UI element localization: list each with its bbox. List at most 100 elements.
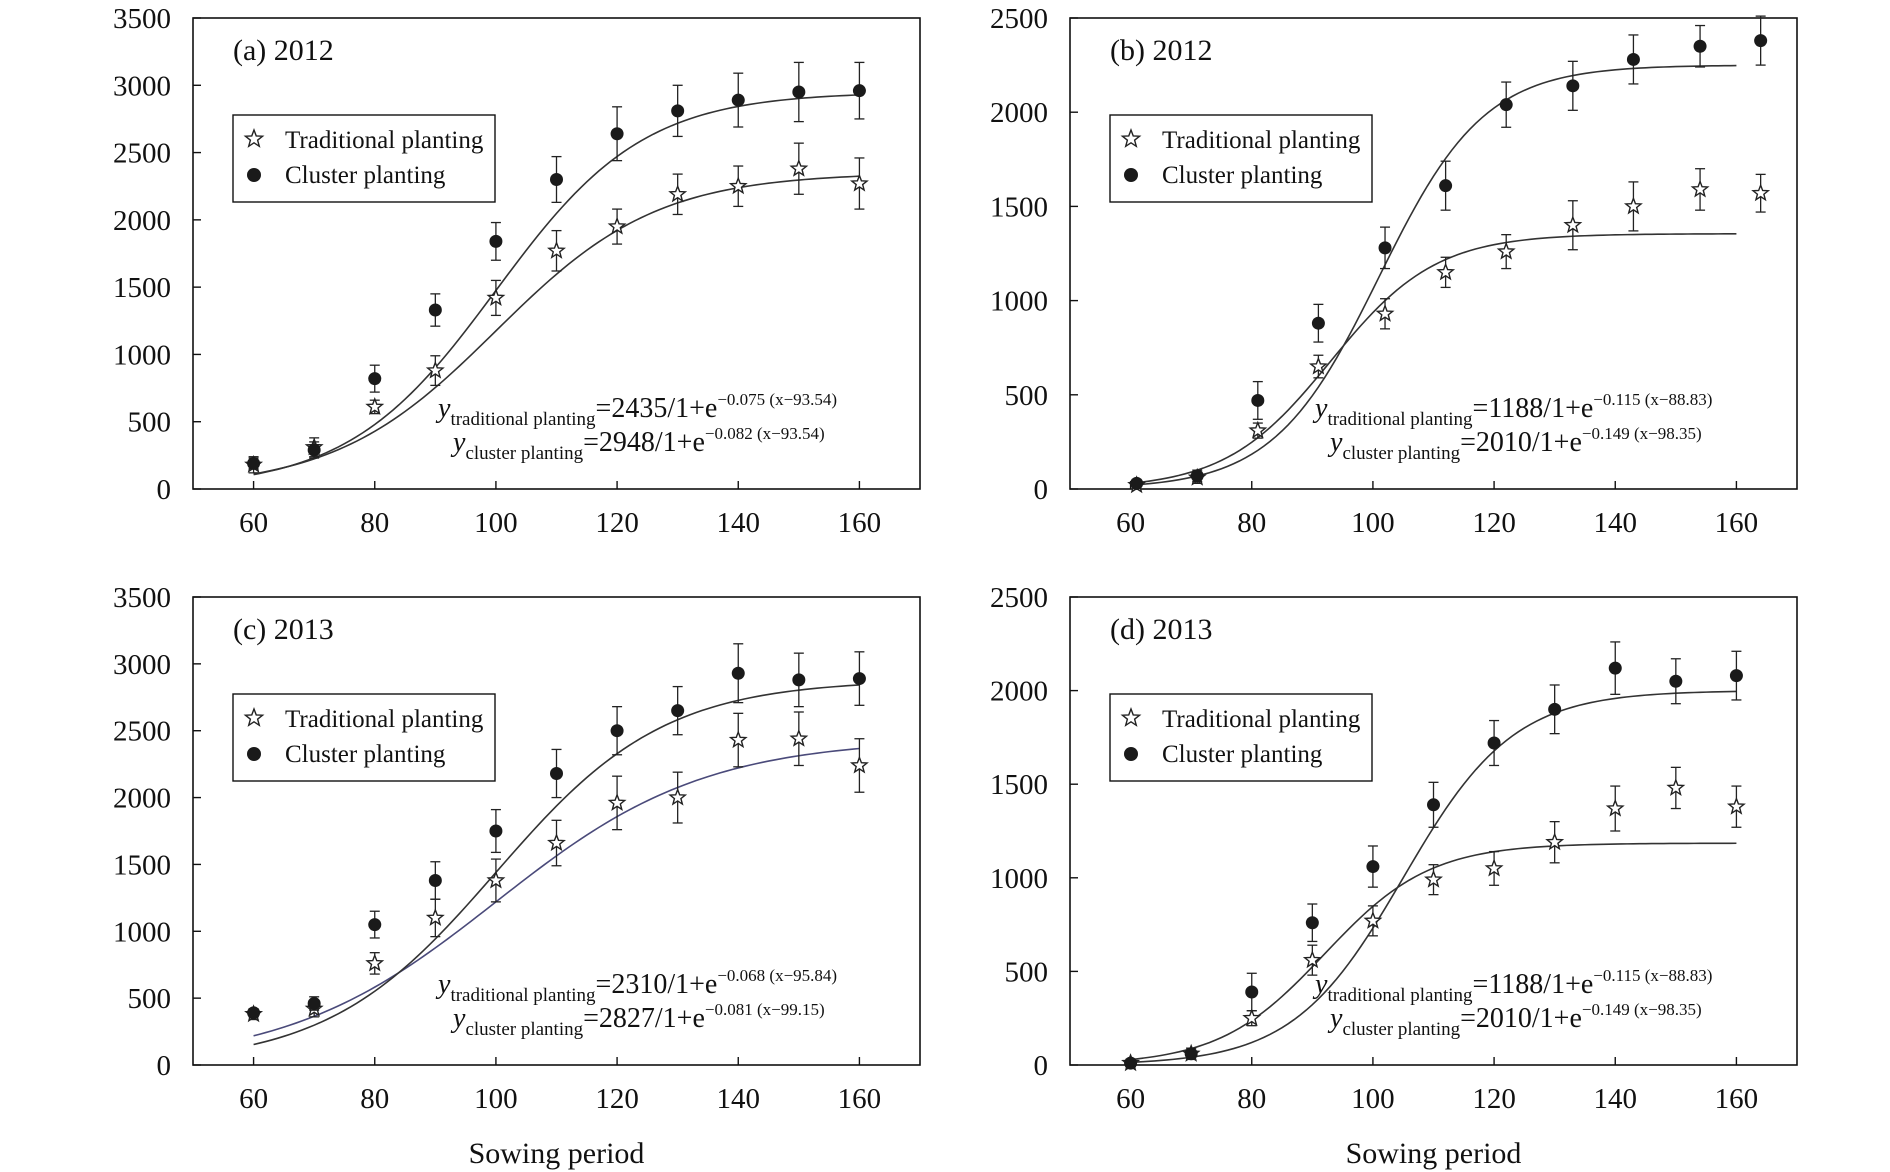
- fit-curve-cluster: [1130, 64, 1737, 487]
- y-tick-label: 1500: [113, 272, 171, 304]
- y-tick-label: 2000: [990, 676, 1048, 708]
- y-tick-label: 1500: [990, 191, 1048, 223]
- data-point-traditional: [1623, 196, 1643, 215]
- data-point-cluster: [1693, 39, 1707, 53]
- panel-b: 60 80 100 120 140 160 0 500 1000 1500 2000 2500 (b) …: [990, 3, 1798, 539]
- data-point-traditional: [728, 176, 748, 195]
- data-point-traditional: [547, 240, 566, 259]
- data-point-traditional: [365, 953, 385, 972]
- eq-body: =2948/1+e: [583, 427, 705, 458]
- x-tick-label: 120: [1472, 507, 1516, 539]
- legend-label: Cluster planting: [285, 741, 446, 768]
- eq-subscript: cluster planting: [465, 443, 583, 464]
- eq-var: y: [435, 393, 451, 424]
- legend-dot-icon: [247, 168, 261, 182]
- data-point-traditional: [1605, 798, 1625, 817]
- eq-var: y: [450, 1003, 466, 1034]
- y-tick-label: 3500: [113, 582, 171, 614]
- data-point-cluster: [1305, 916, 1319, 930]
- legend-box: [232, 693, 496, 782]
- fit-equation: ytraditional planting=2435/1+e−0.075 (x−…: [435, 390, 837, 430]
- data-point-traditional: [1424, 869, 1443, 888]
- x-tick-label: 100: [474, 507, 518, 539]
- x-tick-label: 140: [717, 1083, 761, 1115]
- y-tick-label: 2500: [113, 138, 171, 170]
- x-tick-label: 160: [1715, 507, 1759, 539]
- eq-var: y: [450, 427, 466, 458]
- panel-a: 60 80 100 120 140 160 0 500 1000 1500 2000 2500 3000…: [113, 3, 921, 539]
- y-tick-label: 2000: [990, 97, 1048, 129]
- eq-superscript: −0.068 (x−95.84): [717, 966, 837, 985]
- panel-title: (a) 2012: [233, 34, 334, 67]
- y-tick-label: 2500: [990, 582, 1048, 614]
- data-point-traditional: [1363, 910, 1383, 929]
- x-tick-label: 160: [1715, 1083, 1759, 1115]
- legend: Traditional planting Cluster planting: [232, 693, 496, 782]
- data-point-cluster: [550, 767, 563, 781]
- data-point-cluster: [671, 104, 685, 118]
- eq-var: y: [435, 969, 451, 1000]
- x-tick-label: 160: [838, 1083, 882, 1115]
- x-tick-label: 60: [1116, 1083, 1145, 1115]
- x-tick-label: 140: [1594, 507, 1638, 539]
- x-tick-label: 60: [239, 507, 268, 539]
- data-point-traditional: [789, 158, 809, 177]
- data-point-traditional: [1545, 832, 1565, 851]
- x-tick-label: 140: [1594, 1083, 1638, 1115]
- x-tick-label: 120: [1472, 1083, 1516, 1115]
- data-point-cluster: [1245, 985, 1259, 999]
- eq-superscript: −0.082 (x−93.54): [705, 424, 825, 443]
- plot-frame: [1069, 17, 1798, 490]
- data-point-cluster: [610, 724, 624, 738]
- eq-body: =2435/1+e: [596, 393, 718, 424]
- data-point-cluster: [1190, 469, 1204, 483]
- data-point-cluster: [1439, 179, 1453, 193]
- x-tick-label: 80: [360, 507, 389, 539]
- data-point-traditional: [547, 833, 566, 852]
- data-point-cluster: [1487, 736, 1501, 750]
- eq-superscript: −0.075 (x−93.54): [717, 390, 837, 409]
- fit-equation: ycluster planting=2948/1+e−0.082 (x−93.5…: [450, 424, 825, 464]
- data-point-cluster: [1184, 1047, 1198, 1061]
- legend-box: [232, 114, 496, 203]
- data-point-cluster: [368, 918, 382, 932]
- data-point-traditional: [1375, 303, 1395, 322]
- eq-subscript: cluster planting: [465, 1019, 583, 1040]
- y-tick-label: 0: [157, 474, 172, 506]
- data-point-traditional: [365, 396, 385, 415]
- y-tick-label: 0: [1034, 1050, 1049, 1082]
- data-point-cluster: [1499, 98, 1513, 112]
- eq-body: =2010/1+e: [1460, 1003, 1582, 1034]
- y-tick-label: 500: [128, 983, 172, 1015]
- data-point-cluster: [1124, 1056, 1138, 1070]
- x-tick-label: 60: [239, 1083, 268, 1115]
- legend-label: Traditional planting: [1162, 127, 1361, 154]
- x-tick-label: 100: [1351, 1083, 1395, 1115]
- eq-subscript: cluster planting: [1342, 443, 1460, 464]
- data-point-traditional: [668, 184, 688, 203]
- fit-curve-cluster: [253, 94, 860, 476]
- data-point-traditional: [1436, 262, 1456, 281]
- data-point-traditional: [1484, 858, 1504, 877]
- y-tick-label: 500: [128, 407, 172, 439]
- y-tick-label: 3500: [113, 3, 171, 35]
- eq-body: =1188/1+e: [1473, 969, 1594, 1000]
- data-point-cluster: [428, 303, 442, 317]
- data-point-cluster: [247, 1006, 261, 1020]
- eq-subscript: traditional planting: [450, 409, 596, 430]
- eq-superscript: −0.081 (x−99.15): [705, 1000, 825, 1019]
- y-tick-label: 0: [1034, 474, 1049, 506]
- fit-curve-traditional: [1130, 233, 1737, 485]
- fit-curve-traditional: [253, 175, 860, 475]
- eq-superscript: −0.149 (x−98.35): [1582, 1000, 1702, 1019]
- data-point-cluster: [1130, 476, 1144, 490]
- panel-title: (c) 2013: [233, 613, 334, 646]
- plot-frame: [1069, 596, 1798, 1066]
- data-point-cluster: [1669, 674, 1683, 688]
- x-tick-label: 80: [1237, 1083, 1266, 1115]
- x-tick-label: 140: [717, 507, 761, 539]
- eq-var: y: [1312, 393, 1328, 424]
- data-point-cluster: [1311, 316, 1325, 330]
- legend: Traditional planting Cluster planting: [1109, 114, 1373, 203]
- y-tick-label: 3000: [113, 70, 171, 102]
